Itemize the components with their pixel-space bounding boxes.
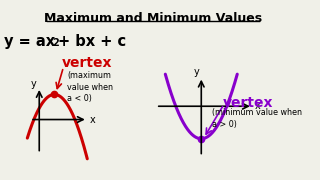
Text: (maximum
value when
a < 0): (maximum value when a < 0) (68, 71, 113, 103)
Text: vertex: vertex (62, 56, 112, 70)
Text: x: x (254, 101, 260, 111)
Text: 2: 2 (52, 38, 59, 48)
Text: + bx + c: + bx + c (58, 34, 126, 49)
Text: Maximum and Minimum Values: Maximum and Minimum Values (44, 12, 262, 25)
Text: vertex: vertex (222, 96, 273, 110)
Text: y: y (194, 67, 200, 77)
Text: y: y (30, 78, 36, 89)
Text: x: x (89, 114, 95, 125)
Text: (minimum value when
a > 0): (minimum value when a > 0) (212, 108, 302, 129)
Text: y = ax: y = ax (4, 34, 56, 49)
